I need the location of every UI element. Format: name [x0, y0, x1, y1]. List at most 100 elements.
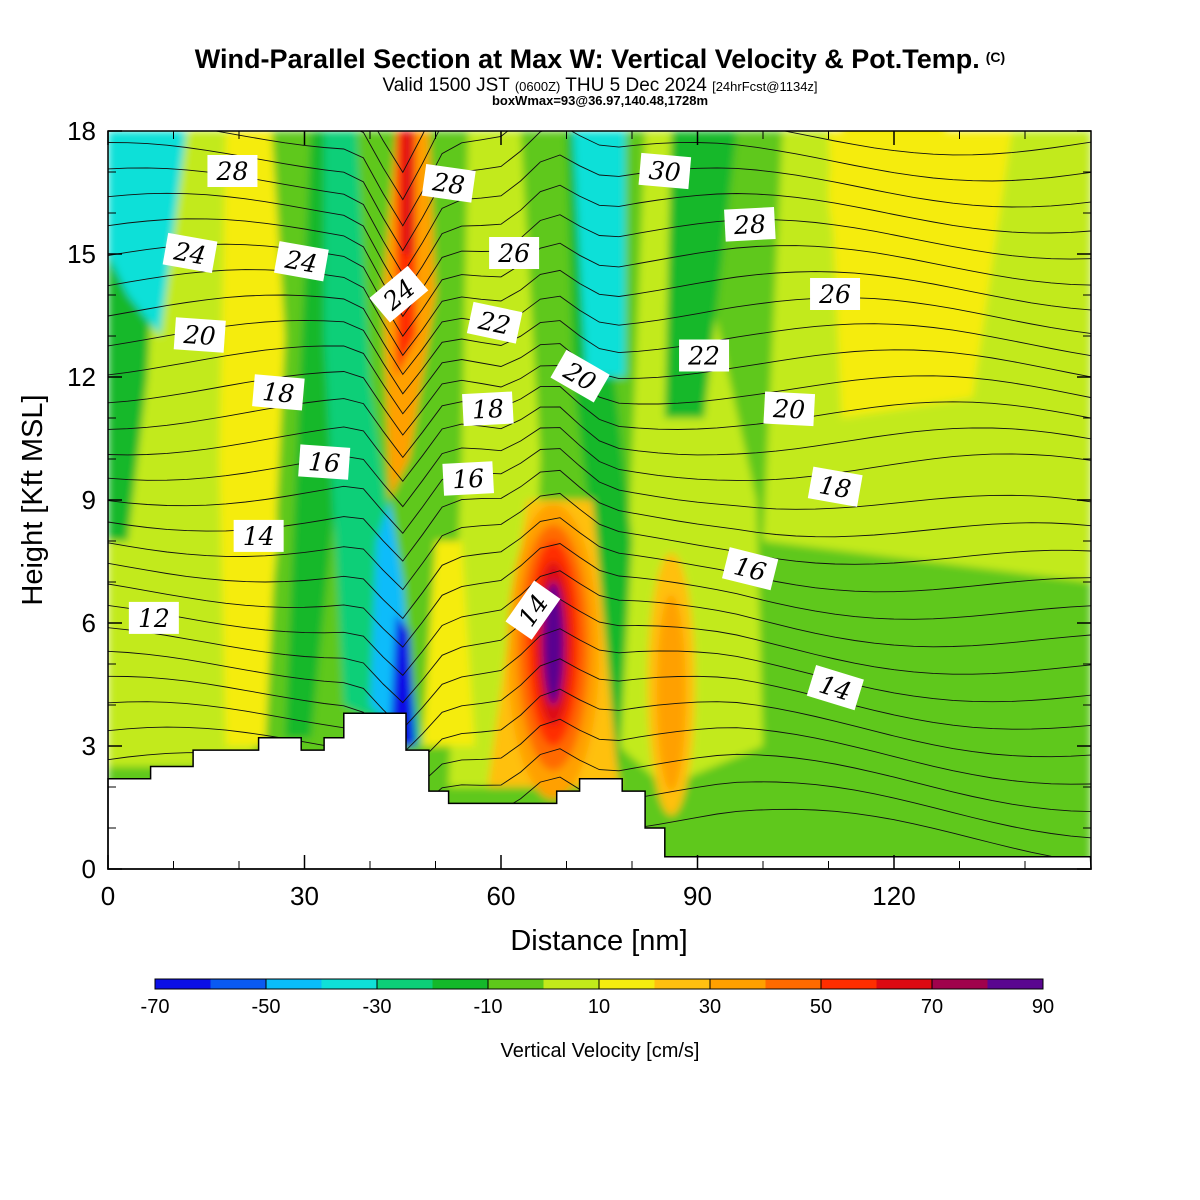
theta-label-text: 24 — [171, 236, 208, 270]
theta-label-text: 12 — [138, 604, 170, 633]
theta-label-box — [505, 580, 561, 640]
theta-label-box — [638, 152, 692, 190]
colorbar-tick-label: 50 — [810, 996, 832, 1018]
theta-contour-line — [108, 517, 1091, 620]
theta-contour-line — [108, 269, 1091, 357]
theta-label: 24 — [274, 241, 329, 282]
theta-label-text: 20 — [182, 320, 217, 351]
colorbar-tick-label: -10 — [474, 996, 503, 1018]
field-upper-yellow-left — [219, 131, 285, 746]
colorbar-tick-label: -70 — [141, 996, 170, 1018]
y-tick-label: 0 — [82, 854, 96, 884]
theta-contour-line — [108, 294, 1091, 376]
theta-label: 20 — [173, 317, 226, 353]
theta-contour-line — [108, 184, 1091, 297]
theta-contours — [108, 131, 1091, 864]
theta-label-text: 18 — [471, 394, 504, 425]
theta-label-box — [173, 317, 226, 353]
colorbar-swatch — [543, 979, 600, 989]
y-tick-label: 12 — [67, 362, 96, 392]
theta-label-box — [810, 278, 861, 310]
forecast-info: [24hrFcst@1134z] — [712, 79, 818, 94]
theta-contour-line — [108, 319, 1091, 395]
theta-label-box — [806, 665, 864, 711]
colorbar: -70 -50 -30 -10 10 30 50 70 90 — [141, 978, 1054, 1018]
theta-label-box — [679, 339, 730, 372]
colorbar-swatch — [432, 979, 489, 989]
theta-contour-line — [108, 543, 1091, 648]
theta-label: 28 — [421, 163, 476, 203]
theta-contour-line — [108, 214, 1091, 318]
x-axis-label: Distance [nm] — [510, 925, 687, 957]
theta-label: 20 — [763, 391, 816, 427]
theta-label-box — [442, 461, 495, 496]
x-tick-label: 90 — [683, 881, 712, 911]
theta-label-text: 22 — [687, 342, 720, 371]
theta-label-text: 24 — [282, 244, 319, 278]
y-tick-label: 9 — [82, 485, 96, 515]
y-axis-label: Height [Kft MSL] — [17, 394, 49, 605]
theta-label-text: 22 — [475, 306, 513, 341]
colorbar-tick-label: -50 — [252, 996, 281, 1018]
chart-title: Wind-Parallel Section at Max W: Vertical… — [0, 44, 1200, 75]
colorbar-swatch — [155, 979, 211, 989]
colorbar-swatch — [599, 979, 655, 989]
box-wmax-line: boxWmax=93@36.97,140.48,1728m — [491, 93, 709, 108]
y-tick-label: 3 — [82, 731, 96, 761]
theta-contour-line — [108, 570, 1091, 676]
theta-label-text: 26 — [497, 239, 530, 268]
colorbar-swatch — [932, 979, 988, 989]
x-tick-label: 30 — [290, 881, 319, 911]
colorbar-swatch — [377, 979, 433, 989]
theta-label-box — [763, 391, 816, 427]
valid-prefix: Valid 1500 JST — [382, 75, 510, 96]
field-secondary-core — [656, 594, 686, 792]
theta-contour-line — [108, 688, 1091, 778]
theta-contour-line — [213, 131, 1091, 227]
colorbar-swatch — [321, 979, 378, 989]
theta-label: 28 — [724, 207, 776, 242]
chart-title-text: Wind-Parallel Section at Max W: Vertical… — [194, 44, 980, 74]
field-cyan-top — [573, 131, 626, 377]
theta-label-text: 26 — [818, 280, 851, 309]
colorbar-swatch — [876, 979, 933, 989]
theta-label-text: 16 — [307, 447, 341, 478]
theta-label-text: 28 — [216, 157, 249, 186]
colorbar-tick-label: 30 — [699, 996, 721, 1018]
theta-contour-line — [108, 448, 1091, 535]
theta-label-box — [724, 207, 776, 242]
field-top-left-cyan — [108, 131, 187, 336]
y-tick-label: 15 — [67, 239, 96, 269]
theta-label-box — [252, 374, 305, 411]
colorbar-swatch — [266, 979, 322, 989]
theta-label-text: 18 — [817, 470, 853, 504]
copyright-mark: (C) — [985, 49, 1006, 65]
theta-label: 28 — [207, 155, 258, 187]
theta-label-box — [274, 241, 329, 282]
theta-label: 12 — [128, 601, 179, 634]
theta-label-box — [489, 237, 540, 269]
x-tick-label: 60 — [487, 881, 516, 911]
theta-label-box — [162, 232, 218, 274]
theta-label-text: 30 — [648, 156, 682, 188]
theta-label-box — [207, 155, 258, 187]
theta-label-text: 28 — [732, 209, 766, 240]
valid-time-line: Valid 1500 JST (0600Z) THU 5 Dec 2024 [2… — [0, 75, 1200, 97]
theta-label: 22 — [466, 301, 523, 344]
theta-label-text: 14 — [243, 522, 275, 551]
theta-contour-line — [108, 658, 1091, 755]
theta-contour-line — [108, 406, 1091, 483]
colorbar-swatch — [987, 979, 1044, 989]
colorbar-swatch — [710, 979, 766, 989]
theta-label-box — [550, 349, 610, 403]
theta-label: 26 — [810, 278, 861, 310]
theta-label: 22 — [679, 339, 730, 372]
theta-label: 26 — [489, 237, 540, 269]
field-lower-green — [108, 737, 1091, 869]
theta-label-text: 20 — [772, 394, 806, 425]
terrain-mask — [107, 712, 1092, 870]
colorbar-swatch — [488, 979, 544, 989]
colorbar-tick-label: 10 — [588, 996, 610, 1018]
colorbar-label: Vertical Velocity [cm/s] — [501, 1040, 700, 1062]
